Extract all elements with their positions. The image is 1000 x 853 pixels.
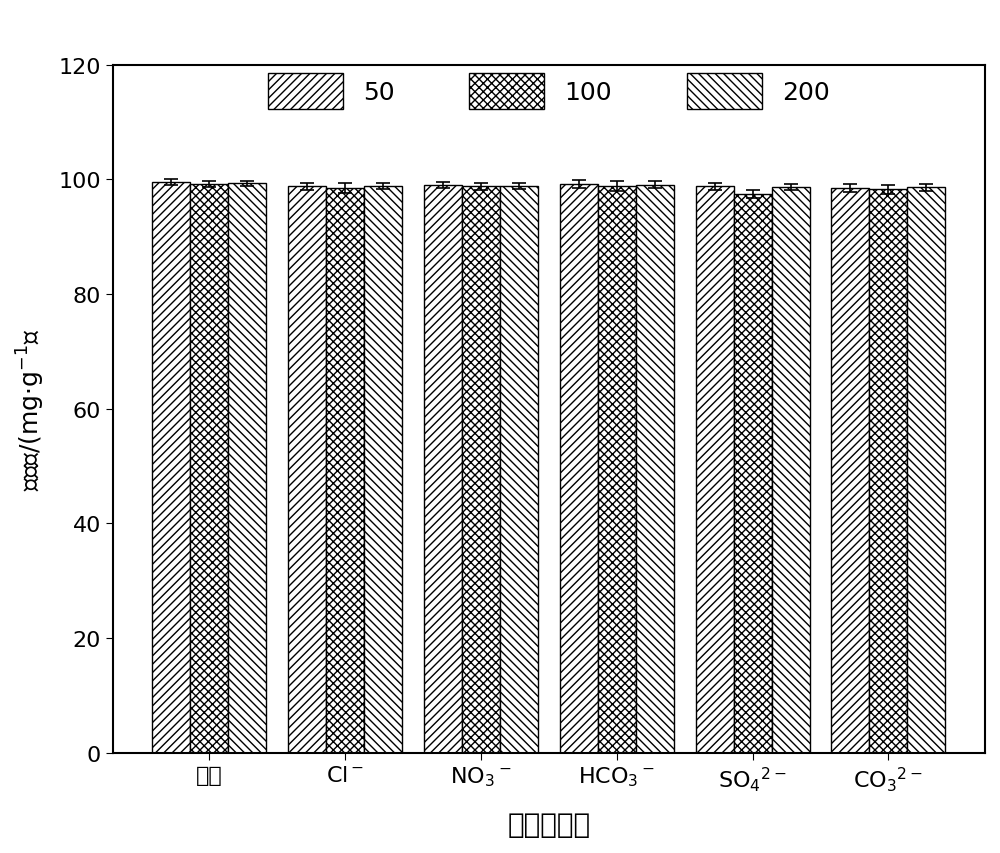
Bar [772, 188, 810, 753]
Y-axis label: 吸附量/(mg·g$^{-1}$）: 吸附量/(mg·g$^{-1}$） [15, 328, 47, 490]
Bar [636, 185, 674, 753]
Bar [734, 194, 772, 753]
Bar [560, 185, 598, 753]
Bar [869, 190, 907, 753]
Bar [326, 189, 364, 753]
Bar [831, 189, 869, 753]
Bar [598, 187, 636, 753]
Bar [288, 187, 326, 753]
Bar [364, 187, 402, 753]
Bar [152, 183, 190, 753]
Bar [696, 187, 734, 753]
Bar [462, 187, 500, 753]
Bar [500, 187, 538, 753]
Bar [424, 186, 462, 753]
Bar [907, 189, 945, 753]
Legend: 50, 100, 200: 50, 100, 200 [258, 64, 840, 119]
Bar [228, 184, 266, 753]
Bar [190, 185, 228, 753]
X-axis label: 共存阴离子: 共存阴离子 [507, 810, 590, 838]
